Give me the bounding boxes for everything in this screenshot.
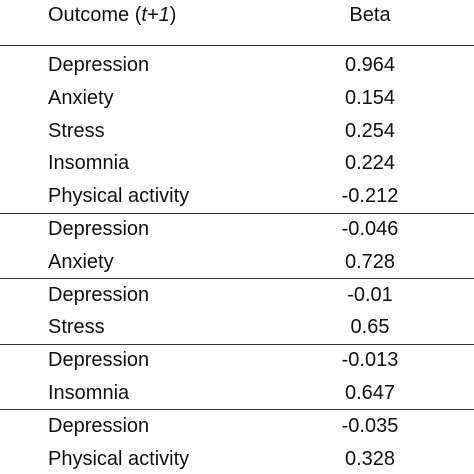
- header-rule: [0, 45, 474, 46]
- header-text: ): [169, 4, 177, 26]
- group-rule: [0, 278, 474, 280]
- beta-cell: -0.212: [341, 185, 399, 208]
- outcome-cell: Insomnia: [48, 152, 130, 175]
- header-text: Outcome (: [48, 4, 142, 26]
- outcome-cell: Physical activity: [48, 447, 190, 470]
- header-beta: Beta: [349, 4, 391, 26]
- beta-cell: -0.035: [341, 414, 399, 437]
- beta-cell: 0.65: [350, 316, 390, 339]
- group-rule: [0, 409, 474, 411]
- beta-cell: 0.224: [344, 152, 396, 175]
- outcome-cell: Physical activity: [48, 185, 190, 208]
- beta-cell: -0.01: [347, 283, 393, 306]
- outcome-cell: Stress: [48, 316, 105, 339]
- beta-cell: 0.647: [344, 382, 396, 404]
- header-text: t+1: [141, 4, 170, 26]
- group-rule: [0, 343, 474, 345]
- outcome-cell: Anxiety: [48, 86, 114, 109]
- outcome-cell: Anxiety: [48, 250, 114, 273]
- outcome-cell: Depression: [48, 218, 150, 240]
- outcome-cell: Depression: [48, 414, 150, 437]
- beta-cell: 0.964: [344, 54, 396, 76]
- outcome-cell: Depression: [48, 54, 150, 76]
- outcome-cell: Depression: [48, 283, 150, 306]
- outcome-cell: Stress: [48, 119, 105, 142]
- beta-cell: 0.254: [344, 119, 396, 142]
- beta-cell: -0.046: [341, 218, 399, 240]
- outcome-cell: Depression: [48, 349, 150, 372]
- beta-cell: 0.328: [344, 447, 396, 470]
- header-outcome: Outcome (t+1): [48, 3, 176, 27]
- beta-cell: -0.013: [341, 349, 399, 372]
- beta-cell: 0.728: [344, 250, 396, 273]
- beta-cell: 0.154: [344, 86, 396, 109]
- group-rule: [0, 212, 474, 214]
- outcome-cell: Insomnia: [48, 382, 130, 404]
